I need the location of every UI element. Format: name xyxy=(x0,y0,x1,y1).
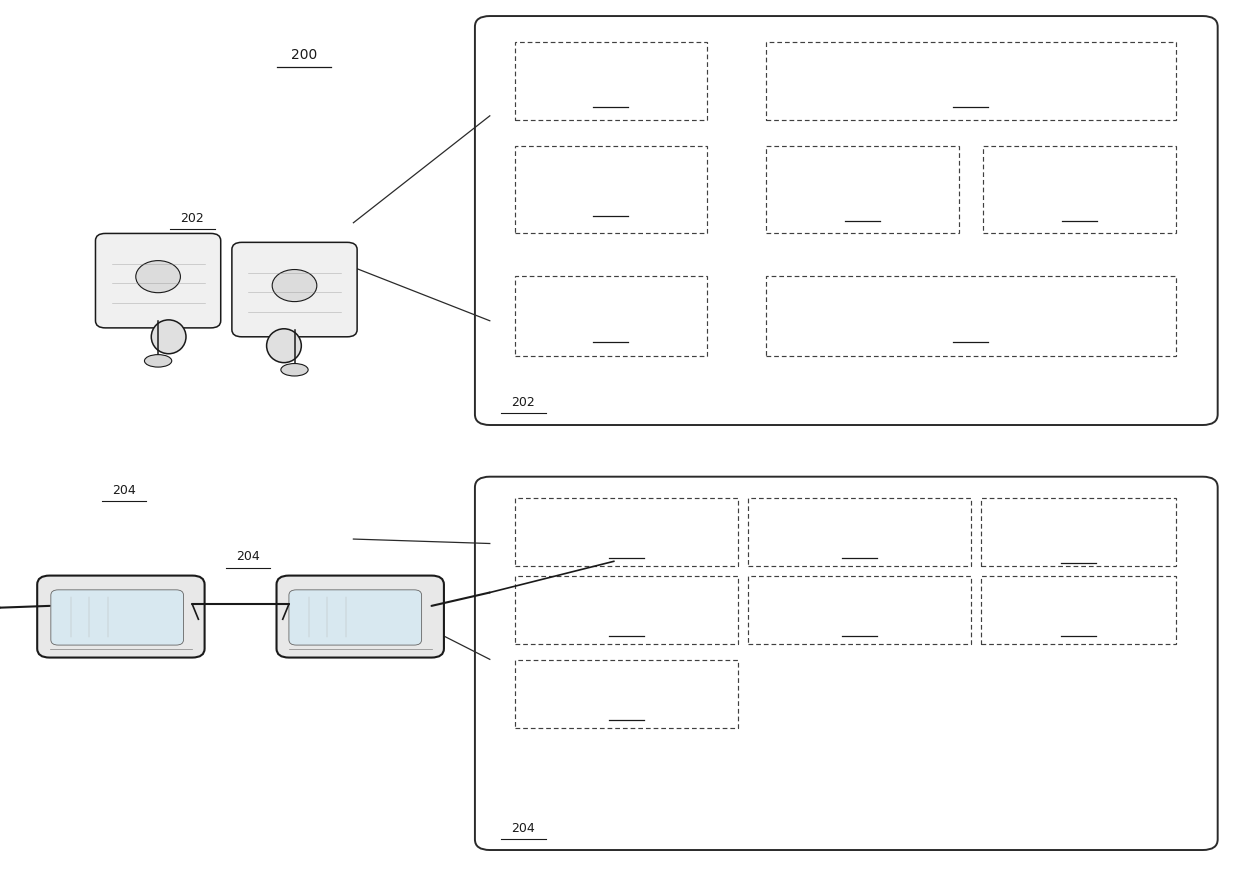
Ellipse shape xyxy=(267,329,301,363)
Text: 230: 230 xyxy=(615,703,637,714)
Text: 216: 216 xyxy=(960,325,982,336)
Text: INTERFACE: INTERFACE xyxy=(1044,526,1112,536)
FancyBboxPatch shape xyxy=(981,576,1176,644)
Text: DISPLAY: DISPLAY xyxy=(1053,594,1104,605)
Text: USER: USER xyxy=(1061,509,1095,519)
Text: 215: 215 xyxy=(1069,204,1090,215)
Text: 204: 204 xyxy=(236,551,260,563)
Text: 218: 218 xyxy=(615,541,637,552)
Circle shape xyxy=(273,269,317,301)
FancyBboxPatch shape xyxy=(51,590,184,645)
Text: MEMORY: MEMORY xyxy=(832,516,887,527)
Text: 220: 220 xyxy=(848,541,870,552)
Text: 226: 226 xyxy=(848,619,870,630)
Text: 202: 202 xyxy=(511,396,536,409)
FancyBboxPatch shape xyxy=(95,233,221,328)
Text: 212: 212 xyxy=(600,199,621,209)
FancyBboxPatch shape xyxy=(232,242,357,337)
Text: INTERFACE: INTERFACE xyxy=(828,184,897,194)
FancyBboxPatch shape xyxy=(475,477,1218,850)
FancyBboxPatch shape xyxy=(981,498,1176,566)
Ellipse shape xyxy=(144,355,171,367)
Text: 210: 210 xyxy=(960,90,982,101)
FancyBboxPatch shape xyxy=(515,498,738,566)
FancyBboxPatch shape xyxy=(515,42,707,120)
FancyBboxPatch shape xyxy=(515,276,707,356)
Text: 204: 204 xyxy=(112,484,136,496)
Text: INTERFACE: INTERFACE xyxy=(1045,184,1114,194)
Text: 228: 228 xyxy=(1068,619,1089,630)
FancyBboxPatch shape xyxy=(515,146,707,233)
FancyBboxPatch shape xyxy=(515,576,738,644)
Text: 208: 208 xyxy=(600,90,621,101)
Text: BATTERY: BATTERY xyxy=(583,65,639,76)
FancyBboxPatch shape xyxy=(475,16,1218,425)
Text: 222: 222 xyxy=(1068,546,1089,557)
Text: LOGIC ENGINE: LOGIC ENGINE xyxy=(816,594,903,605)
Text: TRANSCEIVER: TRANSCEIVER xyxy=(583,678,670,689)
FancyBboxPatch shape xyxy=(277,576,444,658)
Text: 214: 214 xyxy=(852,204,873,215)
Text: LOGIC ENGINE: LOGIC ENGINE xyxy=(928,65,1014,76)
Text: 217: 217 xyxy=(600,325,621,336)
FancyBboxPatch shape xyxy=(748,498,971,566)
FancyBboxPatch shape xyxy=(766,42,1176,120)
Text: 202: 202 xyxy=(180,212,205,225)
FancyBboxPatch shape xyxy=(515,660,738,728)
Text: PHYSICAL: PHYSICAL xyxy=(1049,167,1110,177)
Text: TRANSCEIVER: TRANSCEIVER xyxy=(928,300,1014,311)
Ellipse shape xyxy=(151,320,186,354)
Text: 200: 200 xyxy=(290,48,317,62)
Text: MEMORY: MEMORY xyxy=(583,174,639,184)
Text: SENSORS: SENSORS xyxy=(582,300,640,311)
Ellipse shape xyxy=(280,364,308,376)
Text: BATTERY: BATTERY xyxy=(599,516,653,527)
Circle shape xyxy=(136,260,181,292)
FancyBboxPatch shape xyxy=(748,576,971,644)
Text: 224: 224 xyxy=(615,619,637,630)
FancyBboxPatch shape xyxy=(766,146,959,233)
FancyBboxPatch shape xyxy=(983,146,1176,233)
FancyBboxPatch shape xyxy=(289,590,422,645)
FancyBboxPatch shape xyxy=(766,276,1176,356)
Text: 204: 204 xyxy=(511,822,536,835)
Text: SENSORS: SENSORS xyxy=(596,594,656,605)
FancyBboxPatch shape xyxy=(37,576,205,658)
Text: USER: USER xyxy=(846,167,879,177)
